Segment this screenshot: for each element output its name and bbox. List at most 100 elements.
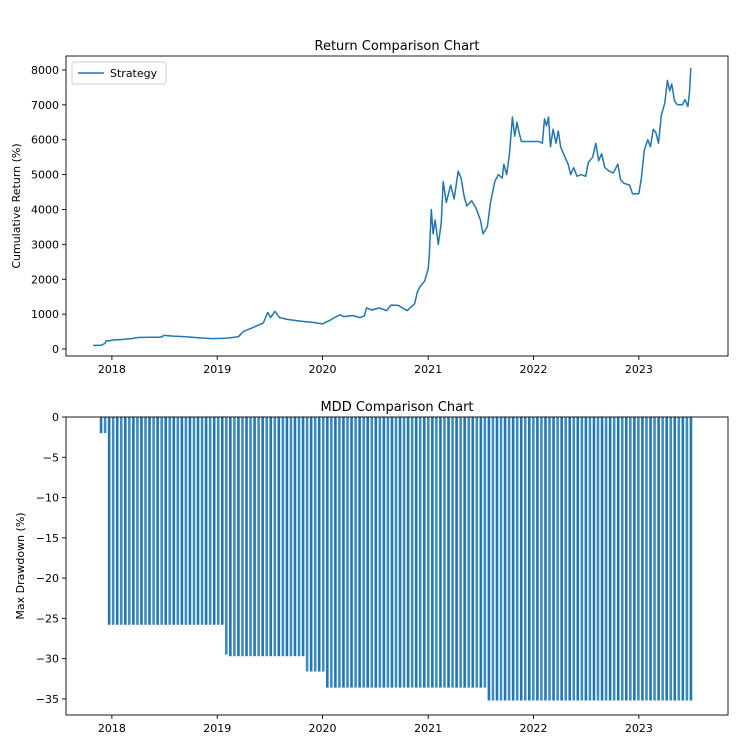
drawdown-bar <box>459 417 462 688</box>
return-chart: Return Comparison Chart Cumulative Retur… <box>10 39 729 376</box>
drawdown-bar <box>669 417 673 701</box>
drawdown-bar <box>560 417 563 701</box>
mdd-chart-frame <box>65 416 729 716</box>
legend: Strategy <box>71 61 167 85</box>
drawdown-bar <box>160 417 163 625</box>
drawdown-bar <box>455 417 458 688</box>
drawdown-bar <box>241 417 244 657</box>
drawdown-bar <box>386 417 390 688</box>
drawdown-bar <box>564 417 567 701</box>
mdd-chart-y-ticks: 0 −5 −10 −15 −20 −25 −30 −35 <box>36 411 66 706</box>
return-chart-y-tick-label: 2000 <box>31 273 59 286</box>
return-chart-plot-area <box>66 56 728 356</box>
return-chart-x-tick-label: 2020 <box>309 363 337 376</box>
drawdown-bar <box>552 417 555 701</box>
drawdown-bar <box>689 417 693 701</box>
return-chart-y-tick-label: 4000 <box>31 203 59 216</box>
drawdown-bar <box>451 417 454 688</box>
drawdown-bar <box>487 417 491 701</box>
drawdown-bar <box>257 417 260 657</box>
drawdown-bar <box>556 417 559 701</box>
drawdown-bar <box>398 417 402 688</box>
drawdown-bar <box>172 417 176 625</box>
drawdown-bar <box>572 417 576 701</box>
mdd-chart-title: MDD Comparison Chart <box>320 400 473 415</box>
drawdown-bar <box>645 417 648 701</box>
drawdown-bar <box>637 417 640 701</box>
mdd-chart-y-tick-label: 0 <box>52 411 59 424</box>
drawdown-bar <box>673 417 677 701</box>
drawdown-bar <box>499 417 503 701</box>
drawdown-bar <box>115 417 119 625</box>
mdd-chart-x-tick-label: 2019 <box>203 722 231 735</box>
return-chart-y-tick-label: 1000 <box>31 308 59 321</box>
legend-box <box>71 61 167 85</box>
drawdown-bar <box>330 417 333 688</box>
drawdown-bar <box>548 417 551 701</box>
drawdown-bar <box>629 417 632 701</box>
drawdown-bar <box>519 417 523 701</box>
drawdown-bar <box>616 417 620 701</box>
drawdown-bar <box>592 417 596 701</box>
drawdown-bar <box>281 417 285 657</box>
drawdown-bar <box>107 417 111 625</box>
drawdown-bar <box>507 417 511 701</box>
drawdown-bar <box>394 417 398 688</box>
drawdown-bar <box>273 417 277 657</box>
drawdown-bar <box>249 417 252 657</box>
drawdown-bar <box>156 417 159 625</box>
drawdown-bar <box>277 417 281 657</box>
drawdown-bar <box>293 417 297 657</box>
drawdown-bar <box>366 417 370 688</box>
drawdown-bar <box>128 417 131 625</box>
drawdown-bar <box>237 417 240 657</box>
drawdown-bar <box>164 417 168 625</box>
drawdown-bar <box>378 417 382 688</box>
drawdown-bar <box>661 417 664 701</box>
drawdown-bar <box>528 417 531 701</box>
drawdown-bar <box>624 417 628 701</box>
drawdown-bar <box>568 417 572 701</box>
mdd-chart: MDD Comparison Chart Max Drawdown (%) 0 −… <box>14 400 729 735</box>
drawdown-bar <box>184 417 188 625</box>
return-chart-series <box>93 68 692 347</box>
drawdown-bar <box>463 417 466 688</box>
mdd-chart-x-ticks: 2018 2019 2020 2021 2022 2023 <box>98 715 653 735</box>
series-line-strategy <box>93 68 692 347</box>
drawdown-bar <box>132 417 135 625</box>
drawdown-bar <box>140 417 143 625</box>
return-chart-y-tick-label: 7000 <box>31 99 59 112</box>
drawdown-bar <box>677 417 681 701</box>
mdd-chart-y-tick-label: −35 <box>36 693 59 706</box>
drawdown-bar <box>649 417 652 701</box>
mdd-chart-y-tick-label: −10 <box>36 492 59 505</box>
drawdown-bar <box>152 417 155 625</box>
return-chart-x-tick-label: 2022 <box>519 363 547 376</box>
mdd-chart-x-tick-label: 2018 <box>98 722 126 735</box>
drawdown-bar <box>422 417 426 688</box>
return-chart-y-tick-label: 8000 <box>31 64 59 77</box>
drawdown-bar <box>620 417 624 701</box>
drawdown-bar <box>536 417 539 701</box>
drawdown-bar <box>301 417 305 657</box>
drawdown-bar <box>483 417 487 688</box>
drawdown-bar <box>265 417 269 657</box>
drawdown-bar <box>447 417 450 688</box>
drawdown-bar <box>305 417 309 672</box>
mdd-chart-y-tick-label: −25 <box>36 612 59 625</box>
return-chart-x-ticks: 2018 2019 2020 2021 2022 2023 <box>98 356 653 376</box>
drawdown-bar <box>180 417 184 625</box>
drawdown-bar <box>414 417 418 688</box>
drawdown-bar <box>641 417 644 701</box>
drawdown-bar <box>540 417 543 701</box>
drawdown-bar <box>309 417 313 672</box>
drawdown-bar <box>119 417 123 625</box>
drawdown-bar <box>532 417 535 701</box>
drawdown-bar <box>633 417 636 701</box>
drawdown-bar <box>269 417 273 657</box>
drawdown-bar <box>584 417 588 701</box>
drawdown-bar <box>103 417 107 434</box>
drawdown-bar <box>362 417 365 688</box>
drawdown-bar <box>188 417 192 625</box>
